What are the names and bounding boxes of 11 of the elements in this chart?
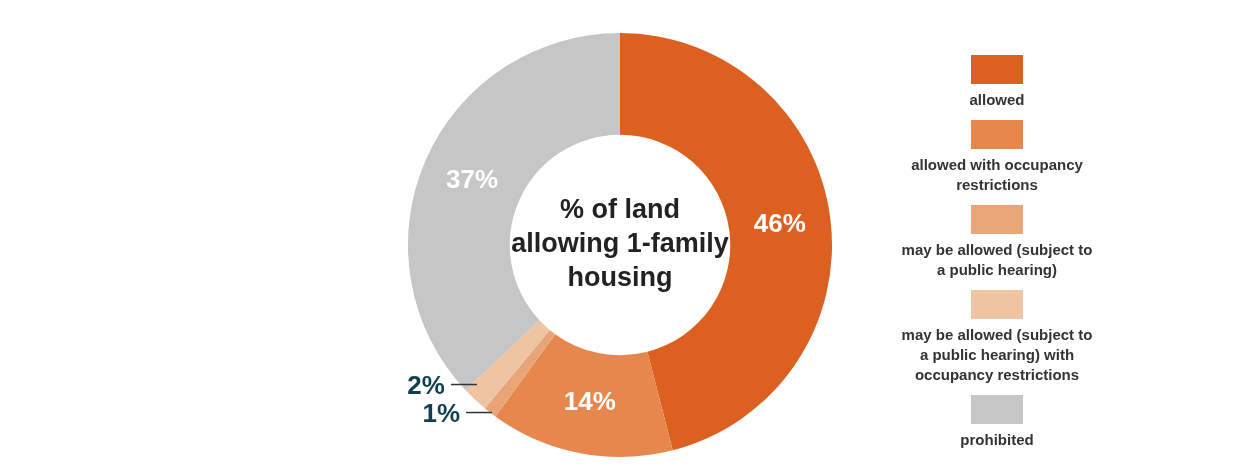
text: % of land allowing 1-family housing bbox=[511, 194, 729, 293]
legend-label: may be allowed (subject to a public hearing) with occupancy restrictions bbox=[900, 325, 1094, 385]
legend-label: may be allowed (subject to a public hearing) bbox=[900, 240, 1094, 280]
data-label: 2% bbox=[407, 369, 445, 400]
data-label: 46% bbox=[753, 207, 806, 238]
legend-label: prohibited bbox=[960, 430, 1034, 450]
data-label: 1% bbox=[422, 397, 461, 428]
data-label: 37% bbox=[446, 164, 499, 195]
data-label: 14% bbox=[563, 386, 616, 417]
legend-label: allowed bbox=[969, 90, 1025, 110]
legend-label: allowed with occupancy restrictions bbox=[910, 155, 1084, 195]
